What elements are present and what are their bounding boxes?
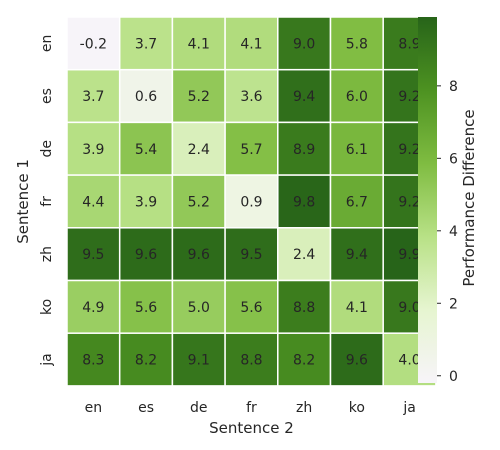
cell-value-label: 9.4 — [346, 247, 368, 263]
heatmap-cell — [224, 332, 279, 387]
cell-value-label: 4.1 — [346, 300, 368, 316]
y-tick-label: ko — [39, 299, 55, 315]
x-tick-label: de — [190, 400, 208, 416]
heatmap-cell — [329, 174, 384, 229]
y-axis-label: Sentence 1 — [14, 159, 32, 244]
colorbar-tick-label: 8 — [449, 79, 458, 95]
cell-value-label: 8.8 — [240, 353, 262, 369]
heatmap-cell — [171, 121, 226, 176]
cell-value-label: 8.2 — [293, 353, 315, 369]
cell-value-label: 5.2 — [188, 194, 210, 210]
cell-value-label: 8.2 — [135, 353, 157, 369]
colorbar-tick-label: 2 — [449, 296, 458, 312]
cell-value-label: 5.6 — [240, 300, 262, 316]
heatmap-cell — [329, 332, 384, 387]
heatmap-cell — [277, 121, 332, 176]
cell-value-label: 3.7 — [135, 36, 157, 52]
cell-value-label: 9.6 — [135, 247, 157, 263]
x-tick-label: es — [138, 400, 154, 416]
cell-value-label: 9.2 — [398, 89, 420, 105]
cell-value-label: 3.9 — [82, 142, 104, 158]
heatmap-cell — [66, 174, 121, 229]
cell-value-label: 9.0 — [398, 300, 420, 316]
cell-value-label: 5.4 — [135, 142, 157, 158]
x-axis-label: Sentence 2 — [209, 419, 294, 437]
y-tick-label: en — [39, 35, 55, 53]
cell-value-label: 6.7 — [346, 194, 368, 210]
cell-value-label: 9.2 — [398, 194, 420, 210]
cell-value-label: 0.6 — [135, 89, 157, 105]
heatmap-cell — [66, 68, 121, 124]
colorbar-tick-label: 4 — [449, 224, 458, 240]
cell-value-label: 6.1 — [346, 142, 368, 158]
x-tick-label: zh — [296, 400, 312, 416]
cell-value-label: 5.8 — [346, 36, 368, 52]
heatmap-cell — [118, 121, 174, 176]
cell-value-label: 9.0 — [293, 36, 315, 52]
cell-value-label: 9.5 — [82, 247, 104, 263]
cell-value-label: 5.6 — [135, 300, 157, 316]
cell-value-label: 8.9 — [398, 36, 420, 52]
heatmap-cell — [171, 227, 226, 282]
heatmap-cell — [118, 174, 174, 229]
x-tick-label: en — [85, 400, 103, 416]
y-tick-labels: en es de fr zh ko ja — [39, 35, 55, 367]
y-tick-label: es — [39, 88, 55, 104]
x-tick-label: ja — [402, 400, 415, 416]
cell-value-label: 9.6 — [188, 247, 210, 263]
heatmap-cell — [329, 121, 384, 176]
cell-value-label: 9.6 — [346, 353, 368, 369]
y-tick-label: de — [39, 140, 55, 158]
x-tick-label: fr — [246, 400, 257, 416]
cell-value-label: 3.7 — [82, 89, 104, 105]
cell-value-label: 4.0 — [398, 353, 420, 369]
heatmap-cell — [329, 16, 384, 71]
y-tick-label: fr — [39, 196, 55, 207]
heatmap-cell — [66, 279, 121, 334]
y-tick-label: ja — [39, 353, 55, 366]
heatmap-cell — [171, 332, 226, 387]
x-tick-labels: en es de fr zh ko ja — [85, 400, 416, 416]
heatmap-cell — [277, 332, 332, 387]
cell-value-label: 3.6 — [240, 89, 262, 105]
cell-value-label: 3.9 — [135, 194, 157, 210]
cell-value-label: 2.4 — [293, 247, 315, 263]
cell-value-label: 9.9 — [398, 247, 420, 263]
y-tick-label: zh — [39, 246, 55, 262]
cell-value-label: 5.2 — [188, 89, 210, 105]
colorbar-tick-label: 6 — [449, 151, 458, 167]
x-tick-label: ko — [349, 400, 365, 416]
cell-value-label: 4.1 — [188, 36, 210, 52]
heatmap-cell — [66, 227, 121, 282]
cell-value-label: 4.1 — [240, 36, 262, 52]
cell-value-label: 8.9 — [293, 142, 315, 158]
cell-value-label: 9.5 — [240, 247, 262, 263]
colorbar — [418, 17, 437, 383]
colorbar-ticks: 0 2 4 6 8 — [437, 79, 458, 385]
heatmap-cell — [224, 121, 279, 176]
cell-value-label: 8.3 — [82, 353, 104, 369]
cell-value-label: 6.0 — [346, 89, 368, 105]
heatmap-cell — [171, 68, 226, 124]
heatmap-cells: -0.2 3.7 4.1 4.1 9.0 5.8 8.9 3.7 0.6 5.2 3.6 9.4 6.0… — [66, 16, 437, 387]
cell-value-label: 4.9 — [82, 300, 104, 316]
cell-value-label: 2.4 — [188, 142, 210, 158]
heatmap-cell — [277, 68, 332, 124]
heatmap-cell — [118, 279, 174, 334]
cell-value-label: 4.4 — [82, 194, 104, 210]
cell-value-label: 5.0 — [188, 300, 210, 316]
cell-value-label: 5.7 — [240, 142, 262, 158]
heatmap-cell — [66, 16, 121, 71]
cell-value-label: 9.2 — [398, 142, 420, 158]
cell-value-label: 8.8 — [293, 300, 315, 316]
cell-value-label: 9.1 — [188, 353, 210, 369]
colorbar-tick-label: 0 — [449, 369, 458, 385]
heatmap-cell — [118, 16, 174, 71]
colorbar-label: Performance Difference — [460, 109, 478, 286]
cell-value-label: 9.4 — [293, 89, 315, 105]
cell-value-label: 9.8 — [293, 194, 315, 210]
cell-value-label: 0.9 — [240, 194, 262, 210]
cell-value-label: -0.2 — [80, 36, 107, 52]
